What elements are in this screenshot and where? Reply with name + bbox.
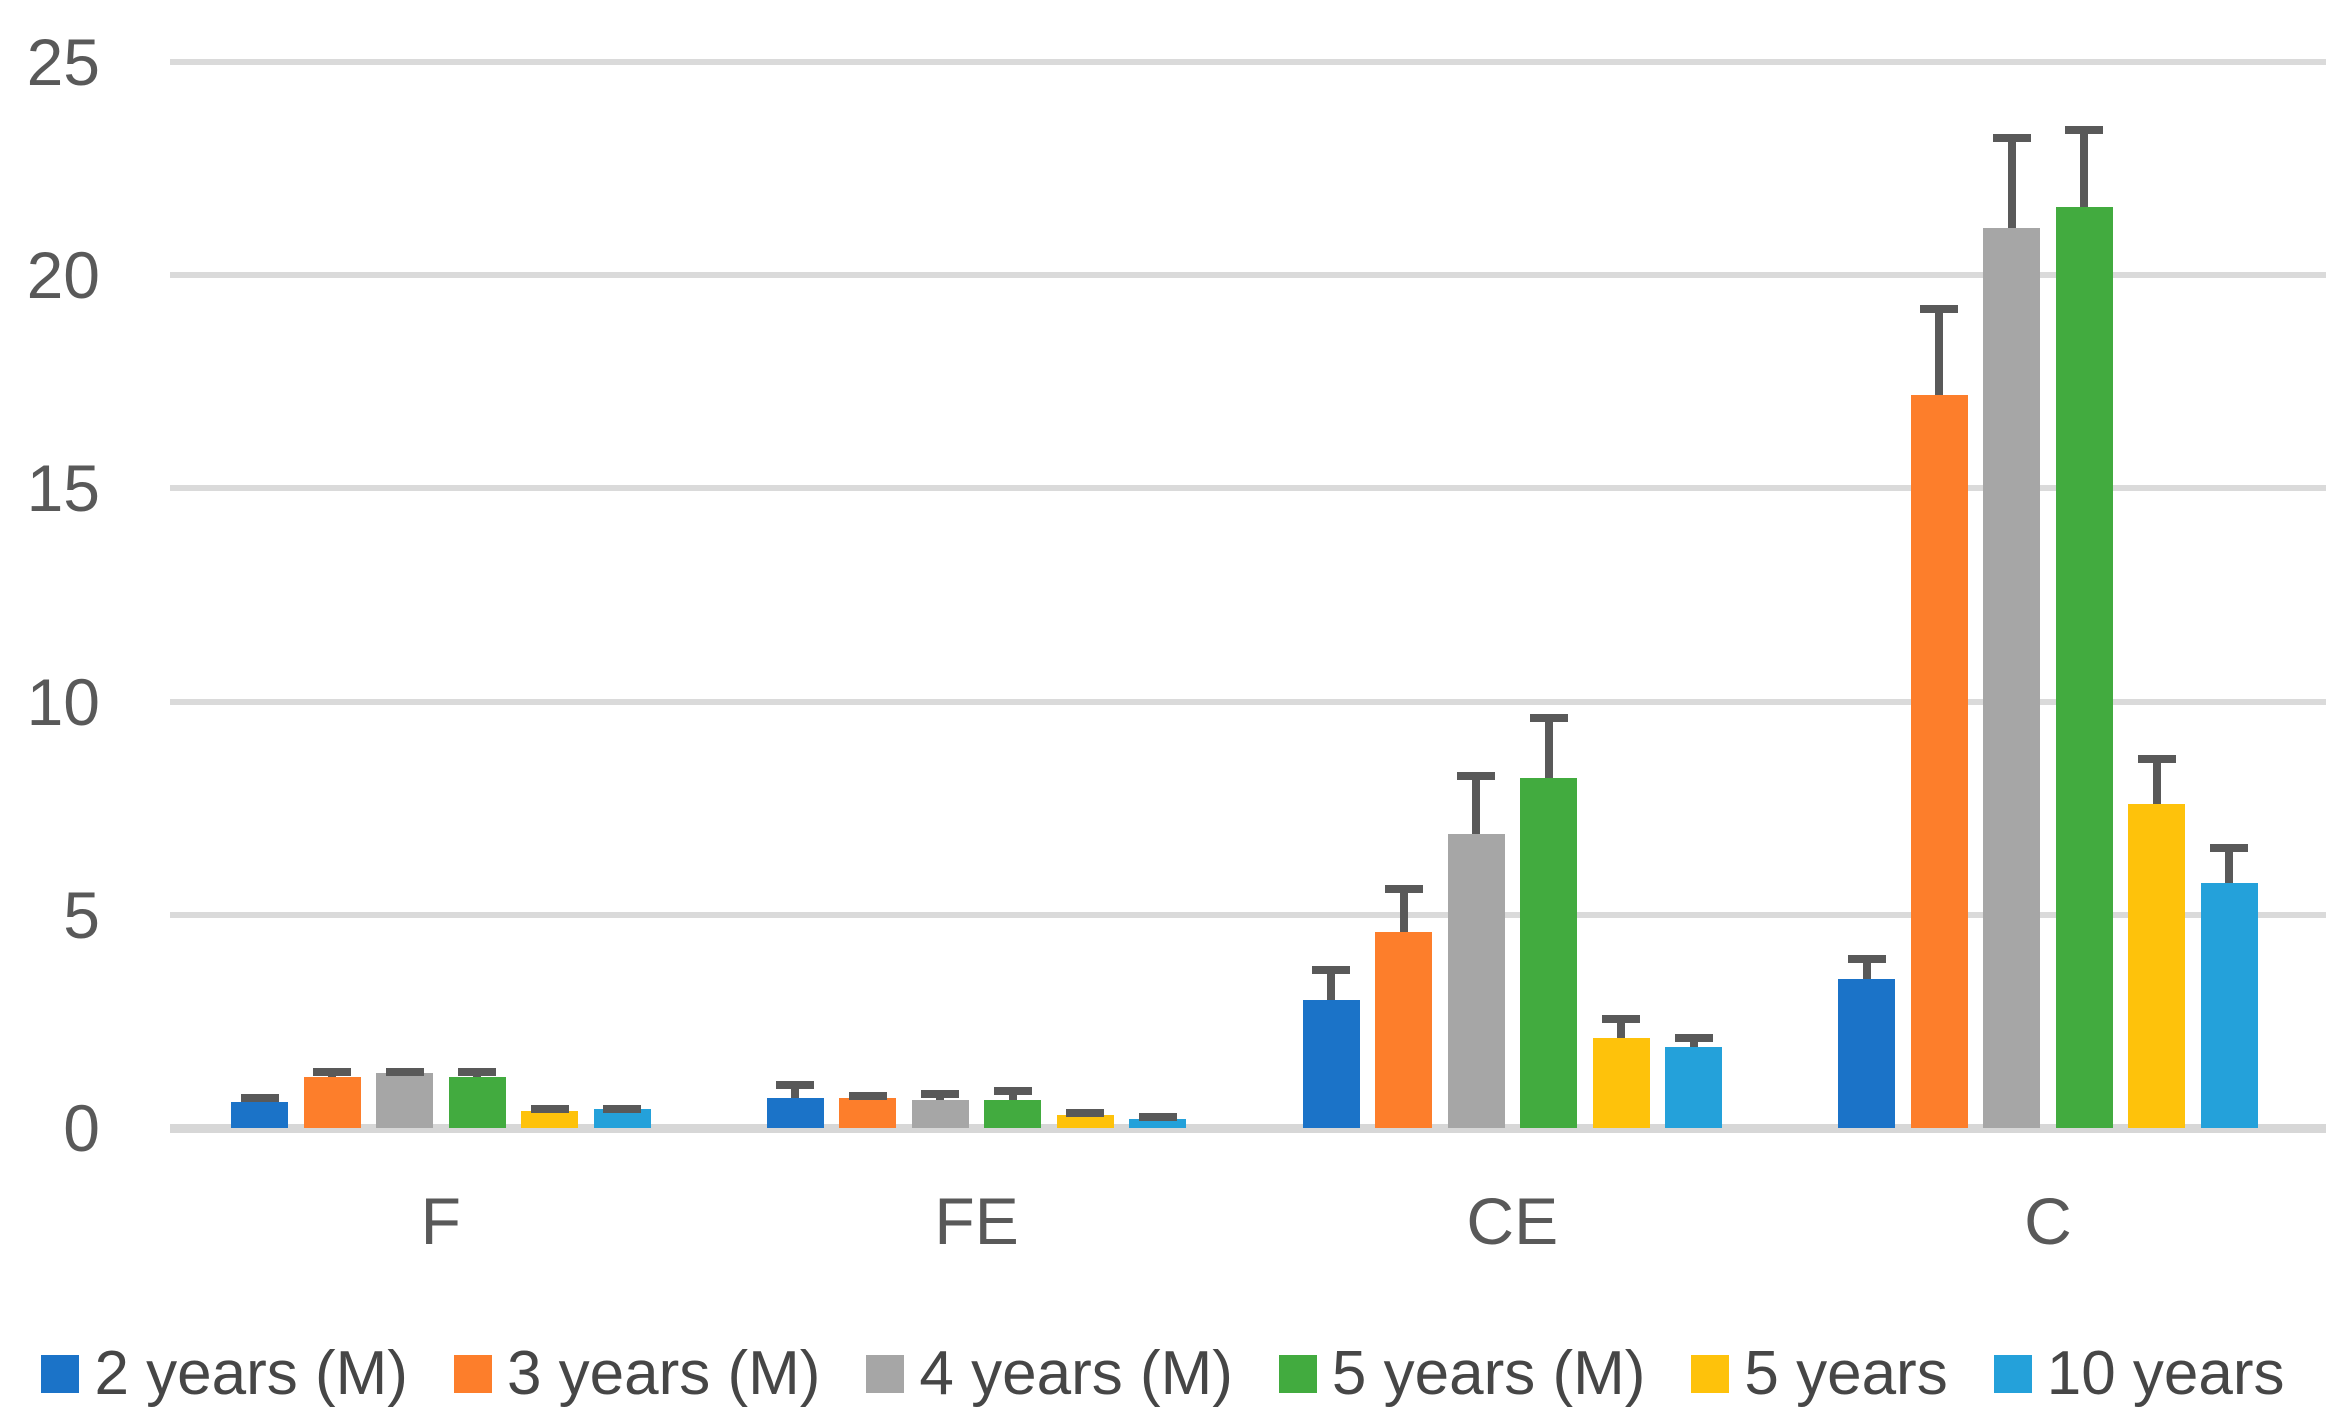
- error-bar-line: [2080, 125, 2089, 207]
- error-bar-cap: [1602, 1015, 1640, 1023]
- bar-F-5-years-m-: [448, 1076, 506, 1128]
- error-bar-cap: [385, 1068, 424, 1077]
- error-bar-cap: [1066, 1108, 1105, 1117]
- error-bar-line: [1935, 305, 1944, 395]
- error-bar-cap: [1457, 771, 1495, 780]
- gridline-25: [170, 59, 2326, 65]
- error-bar-line: [1399, 884, 1408, 932]
- legend-item-3-years-m-: 3 years (M): [453, 1338, 821, 1410]
- bar-C-4-years-m-: [1983, 228, 2041, 1128]
- legend-swatch-icon: [1278, 1355, 1317, 1393]
- bar-F-3-years-m-: [303, 1076, 361, 1128]
- error-bar-cap: [848, 1091, 887, 1100]
- error-bar-cap: [2065, 125, 2104, 134]
- legend-swatch-icon: [866, 1355, 905, 1393]
- bar-CE-3-years-m-: [1375, 931, 1432, 1128]
- error-bar-cap: [603, 1104, 642, 1113]
- legend-label: 5 years: [1744, 1339, 1948, 1408]
- gridline-15: [170, 485, 2326, 492]
- error-bar-line: [2152, 754, 2161, 804]
- legend-item-10-years: 10 years: [1993, 1338, 2285, 1410]
- bar-C-10-years: [2200, 882, 2258, 1128]
- bar-F-5-years: [521, 1110, 579, 1128]
- bar-FE-5-years: [1056, 1115, 1114, 1128]
- gridline-5: [170, 911, 2326, 918]
- x-axis-line: [170, 1124, 2326, 1133]
- error-bar-cap: [993, 1087, 1032, 1096]
- y-tick-label-20: 20: [26, 238, 100, 313]
- bar-CE-10-years: [1665, 1046, 1722, 1128]
- error-bar-line: [1617, 1015, 1625, 1039]
- error-bar-cap: [530, 1104, 569, 1113]
- error-bar-cap: [240, 1093, 279, 1102]
- y-tick-label-10: 10: [26, 664, 100, 739]
- bar-FE-10-years: [1129, 1119, 1187, 1128]
- bar-FE-2-years-m-: [766, 1098, 824, 1128]
- bar-FE-4-years-m-: [911, 1100, 969, 1128]
- plot-area: 0 5 10 15 20 25 F FE CE C: [26, 25, 2326, 1258]
- error-bar-line: [2225, 844, 2234, 883]
- bar-FE-3-years-m-: [839, 1098, 897, 1128]
- legend-swatch-icon: [453, 1355, 492, 1393]
- y-tick-label-5: 5: [63, 877, 100, 952]
- x-category-label-F: F: [420, 1184, 461, 1258]
- bar-C-5-years-m-: [2055, 206, 2113, 1128]
- error-bar-cap: [1992, 134, 2031, 143]
- error-bar-cap: [921, 1089, 960, 1098]
- error-bar-cap: [1384, 884, 1423, 893]
- legend-label: 2 years (M): [94, 1339, 408, 1408]
- error-bar-line: [1544, 714, 1553, 779]
- error-bar-cap: [1847, 955, 1886, 964]
- bar-C-3-years-m-: [1910, 394, 1968, 1128]
- legend-swatch-icon: [1691, 1355, 1730, 1393]
- error-bar-cap: [2210, 844, 2249, 853]
- y-tick-label-15: 15: [26, 451, 100, 526]
- legend-label: 5 years (M): [1331, 1339, 1646, 1408]
- x-category-label-C: C: [2024, 1184, 2072, 1258]
- x-category-label-FE: FE: [934, 1184, 1019, 1258]
- bar-CE-4-years-m-: [1447, 833, 1505, 1128]
- gridline-20: [170, 272, 2326, 279]
- bar-C-5-years: [2128, 803, 2186, 1128]
- bar-F-10-years: [593, 1108, 651, 1128]
- error-bar-cap: [458, 1068, 497, 1077]
- bar-CE-5-years: [1592, 1038, 1650, 1128]
- legend-label: 3 years (M): [506, 1339, 821, 1408]
- gridline-10: [170, 698, 2326, 705]
- y-tick-label-0: 0: [63, 1091, 100, 1165]
- chart-legend: 2 years (M) 3 years (M) 4 years (M) 5 years…: [0, 1334, 2326, 1410]
- bar-CE-5-years-m-: [1520, 778, 1577, 1128]
- legend-item-2-years-m-: 2 years (M): [41, 1338, 408, 1410]
- bar-F-4-years-m-: [376, 1072, 434, 1128]
- legend-label: 4 years (M): [919, 1339, 1233, 1408]
- x-category-label-CE: CE: [1466, 1184, 1559, 1258]
- error-bar-cap: [1312, 965, 1350, 974]
- error-bar-cap: [1529, 714, 1568, 723]
- error-bar-cap: [2137, 754, 2176, 763]
- error-bar-line: [1862, 955, 1871, 979]
- error-bar-cap: [313, 1068, 352, 1077]
- error-bar-line: [2007, 134, 2016, 229]
- bar-FE-5-years-m-: [984, 1100, 1042, 1128]
- error-bar-line: [1472, 771, 1480, 834]
- legend-swatch-icon: [41, 1355, 80, 1393]
- legend-item-4-years-m-: 4 years (M): [866, 1338, 1233, 1410]
- error-bar-cap: [1138, 1113, 1177, 1122]
- bar-C-2-years-m-: [1838, 978, 1896, 1128]
- error-bar-cap: [1674, 1034, 1713, 1043]
- error-bar-line: [791, 1081, 800, 1099]
- error-bar-line: [1327, 965, 1335, 1001]
- legend-item-5-years-m-: 5 years (M): [1278, 1338, 1646, 1410]
- legend-swatch-icon: [1993, 1355, 2032, 1393]
- error-bar-cap: [1920, 305, 1959, 314]
- bar-CE-2-years-m-: [1302, 1000, 1360, 1128]
- bar-F-2-years-m-: [231, 1102, 289, 1128]
- legend-item-5-years: 5 years: [1691, 1338, 1948, 1410]
- error-bar-cap: [776, 1081, 815, 1090]
- legend-label: 10 years: [2046, 1339, 2285, 1408]
- y-tick-label-25: 25: [26, 25, 100, 99]
